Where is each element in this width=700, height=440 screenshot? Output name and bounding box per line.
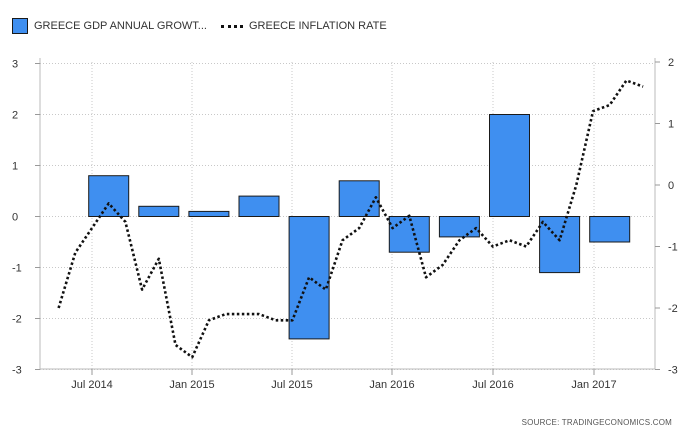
inflation-line[interactable] — [57, 79, 644, 359]
left-axis-tick-label: 1 — [12, 161, 18, 173]
gdp-bar[interactable] — [539, 216, 581, 274]
legend-gdp-label: GREECE GDP ANNUAL GROWT... — [34, 20, 207, 32]
x-axis-tick-label: Jan 2016 — [369, 379, 414, 391]
left-axis-tick-label: -2 — [12, 314, 22, 326]
gdp-bar[interactable] — [438, 216, 480, 238]
gdp-bar[interactable] — [188, 210, 230, 217]
inflation-line-layer — [57, 79, 644, 359]
right-axis-tick-label: -1 — [668, 242, 678, 254]
left-axis-tick-label: 0 — [12, 212, 18, 224]
x-axis-tick-label: Jan 2015 — [169, 379, 214, 391]
gdp-bar[interactable] — [338, 180, 380, 218]
source-credit: SOURCE: TRADINGECONOMICS.COM — [521, 418, 672, 427]
x-axis-tick-label: Jan 2017 — [571, 379, 616, 391]
gdp-bar[interactable] — [589, 216, 631, 243]
inflation-line-swatch-icon — [220, 24, 243, 28]
gdp-bar[interactable] — [388, 216, 430, 253]
left-axis-tick-label: 3 — [12, 59, 18, 71]
legend: GREECE GDP ANNUAL GROWT... GREECE INFLAT… — [12, 14, 387, 38]
tick-labels: 3 2 1 0 -1 -2 -3 2 1 0 -1 -2 -3 Jul 2014 Jan 2015 Jul 2… — [12, 57, 678, 391]
right-axis-tick-label: 0 — [668, 180, 674, 192]
legend-inflation-label: GREECE INFLATION RATE — [248, 20, 387, 32]
right-axis-tick-label: 1 — [668, 119, 674, 131]
gdp-bars — [88, 114, 631, 340]
gdp-bar[interactable] — [288, 216, 330, 340]
right-axis-tick-label: 2 — [668, 57, 674, 69]
gdp-bar-swatch-icon — [12, 18, 28, 34]
axes — [35, 58, 660, 375]
right-axis-tick-label: -2 — [668, 303, 678, 315]
gdp-bar[interactable] — [489, 114, 530, 217]
gdp-bar[interactable] — [88, 175, 130, 217]
legend-item-inflation[interactable]: GREECE INFLATION RATE — [220, 20, 387, 32]
legend-item-gdp[interactable]: GREECE GDP ANNUAL GROWT... — [12, 18, 207, 34]
left-axis-tick-label: -1 — [12, 263, 22, 275]
gdp-bar[interactable] — [138, 205, 180, 218]
x-axis-tick-label: Jul 2014 — [71, 379, 113, 391]
right-axis-tick-label: -3 — [668, 365, 678, 377]
x-axis-tick-label: Jul 2015 — [271, 379, 313, 391]
left-axis-tick-label: -3 — [12, 365, 22, 377]
x-axis-tick-label: Jul 2016 — [472, 379, 514, 391]
left-axis-tick-label: 2 — [12, 110, 18, 122]
gdp-bar[interactable] — [238, 195, 280, 218]
